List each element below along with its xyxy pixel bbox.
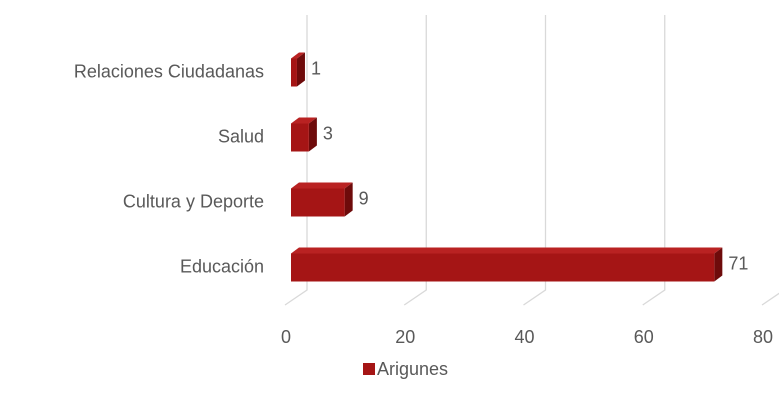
legend-label: Arigunes	[377, 359, 448, 379]
bar-front	[291, 188, 345, 217]
bar	[291, 117, 317, 152]
y-tick-label: Cultura y Deporte	[123, 191, 264, 211]
y-tick-label: Relaciones Ciudadanas	[74, 61, 264, 81]
data-label: 3	[323, 123, 333, 143]
y-tick-label: Educación	[180, 256, 264, 276]
bar-top	[291, 182, 353, 189]
bar-front	[291, 253, 715, 282]
x-tick-label: 60	[634, 327, 654, 347]
grid-line	[523, 15, 547, 306]
x-tick-label: 40	[514, 327, 534, 347]
x-tick-label: 80	[753, 327, 773, 347]
bar-top	[291, 117, 317, 124]
bar-front	[291, 123, 309, 152]
bar	[291, 182, 353, 217]
bar-side	[308, 117, 317, 152]
bar	[291, 52, 305, 87]
bar-top	[291, 52, 305, 59]
grid-line	[403, 15, 427, 306]
grid-line	[284, 15, 308, 306]
grid-line	[642, 15, 666, 306]
x-tick-label: 0	[281, 327, 291, 347]
bar	[291, 247, 723, 282]
bar-side	[296, 52, 305, 87]
bar-front	[291, 58, 297, 87]
bar-top	[291, 247, 723, 254]
data-label: 71	[728, 253, 748, 273]
data-label: 9	[359, 188, 369, 208]
x-tick-label: 20	[395, 327, 415, 347]
y-tick-label: Salud	[218, 126, 264, 146]
bar-side	[714, 247, 723, 282]
data-label: 1	[311, 58, 321, 78]
bar-side	[344, 182, 353, 217]
grid-line	[761, 292, 779, 306]
legend-swatch	[363, 363, 375, 375]
